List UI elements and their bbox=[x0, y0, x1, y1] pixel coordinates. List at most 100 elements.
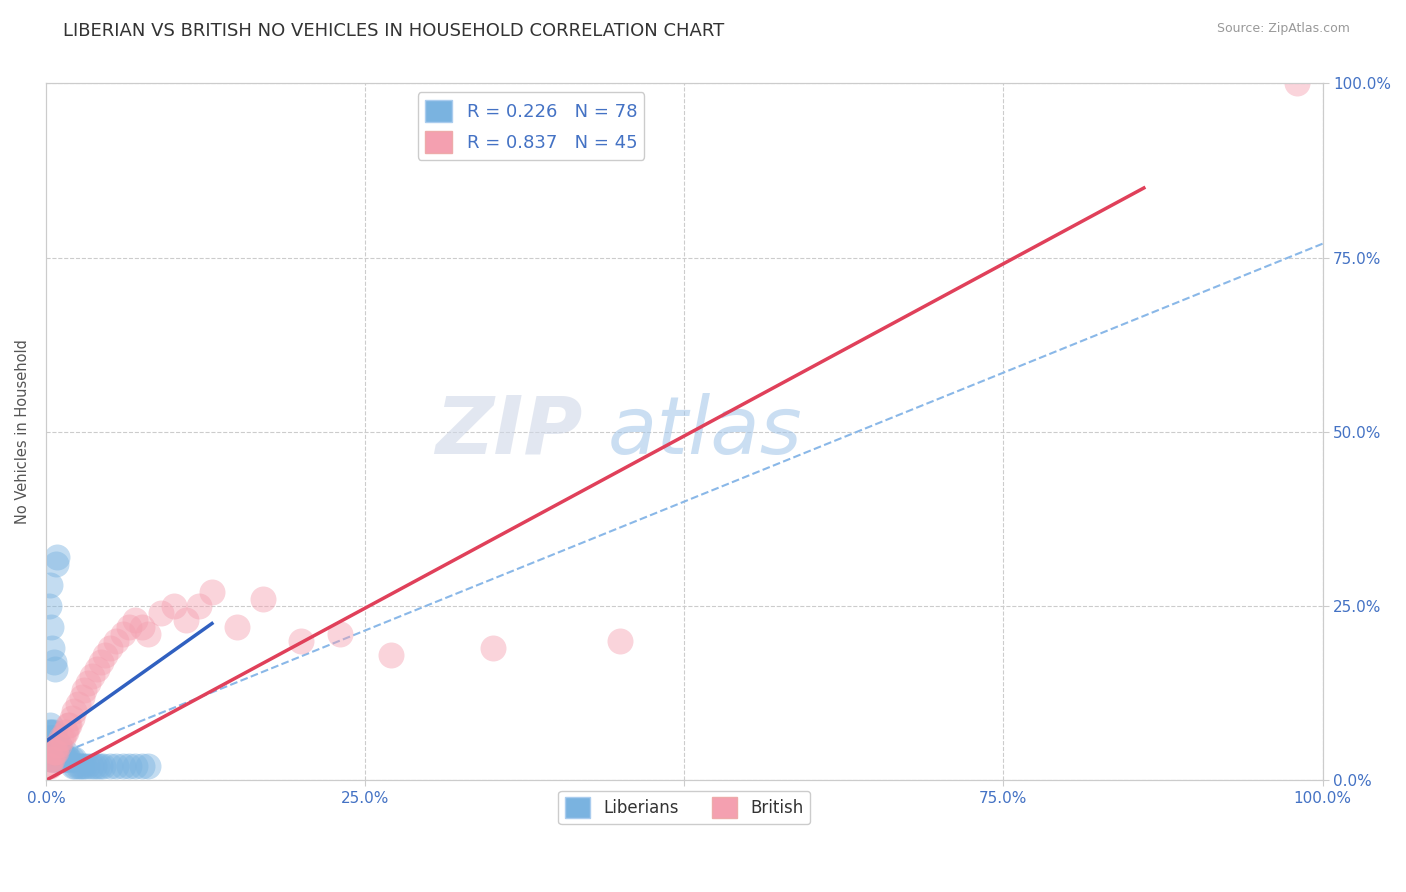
Point bbox=[1286, 77, 1309, 91]
Point bbox=[41, 724, 63, 739]
Point bbox=[52, 752, 75, 766]
Point bbox=[118, 759, 141, 773]
Point bbox=[63, 704, 86, 718]
Text: LIBERIAN VS BRITISH NO VEHICLES IN HOUSEHOLD CORRELATION CHART: LIBERIAN VS BRITISH NO VEHICLES IN HOUSE… bbox=[63, 22, 724, 40]
Point bbox=[48, 752, 70, 766]
Point bbox=[136, 759, 159, 773]
Point bbox=[76, 759, 98, 773]
Point bbox=[481, 640, 503, 655]
Point bbox=[52, 752, 75, 766]
Point bbox=[42, 724, 65, 739]
Legend: Liberians, British: Liberians, British bbox=[558, 790, 810, 824]
Point bbox=[66, 697, 89, 711]
Point bbox=[290, 634, 312, 648]
Point bbox=[38, 746, 60, 760]
Point bbox=[201, 585, 224, 599]
Point bbox=[105, 759, 128, 773]
Point bbox=[39, 731, 62, 746]
Text: Source: ZipAtlas.com: Source: ZipAtlas.com bbox=[1216, 22, 1350, 36]
Point bbox=[44, 739, 66, 753]
Point bbox=[38, 578, 60, 592]
Point bbox=[188, 599, 211, 613]
Point bbox=[41, 640, 63, 655]
Point bbox=[39, 746, 62, 760]
Point bbox=[98, 640, 121, 655]
Point bbox=[49, 746, 72, 760]
Point bbox=[48, 739, 70, 753]
Point bbox=[53, 746, 76, 760]
Point bbox=[37, 731, 59, 746]
Point bbox=[131, 759, 153, 773]
Point bbox=[69, 759, 91, 773]
Point bbox=[38, 731, 60, 746]
Point bbox=[252, 592, 274, 607]
Point bbox=[105, 634, 128, 648]
Point bbox=[124, 759, 146, 773]
Point bbox=[55, 752, 77, 766]
Point bbox=[60, 752, 83, 766]
Point bbox=[44, 746, 66, 760]
Point bbox=[73, 759, 96, 773]
Point bbox=[77, 675, 100, 690]
Point bbox=[53, 752, 76, 766]
Point bbox=[39, 620, 62, 634]
Point bbox=[41, 752, 63, 766]
Text: atlas: atlas bbox=[607, 392, 803, 471]
Point bbox=[39, 752, 62, 766]
Point bbox=[38, 746, 60, 760]
Point bbox=[38, 739, 60, 753]
Point bbox=[38, 759, 60, 773]
Point bbox=[176, 613, 198, 627]
Point bbox=[58, 752, 80, 766]
Point bbox=[38, 724, 60, 739]
Point bbox=[51, 746, 73, 760]
Point bbox=[45, 746, 67, 760]
Point bbox=[38, 731, 60, 746]
Point bbox=[80, 669, 103, 683]
Point bbox=[37, 739, 59, 753]
Y-axis label: No Vehicles in Household: No Vehicles in Household bbox=[15, 340, 30, 524]
Point bbox=[46, 746, 69, 760]
Point bbox=[41, 746, 63, 760]
Point bbox=[41, 731, 63, 746]
Point bbox=[70, 690, 93, 704]
Point bbox=[45, 558, 67, 572]
Point bbox=[42, 746, 65, 760]
Point bbox=[86, 759, 108, 773]
Point bbox=[42, 752, 65, 766]
Point bbox=[111, 759, 134, 773]
Point bbox=[48, 739, 70, 753]
Point bbox=[44, 752, 66, 766]
Point bbox=[73, 682, 96, 697]
Point bbox=[162, 599, 184, 613]
Point bbox=[44, 746, 66, 760]
Point bbox=[70, 759, 93, 773]
Point bbox=[89, 759, 111, 773]
Point bbox=[124, 613, 146, 627]
Point bbox=[609, 634, 631, 648]
Point bbox=[93, 648, 115, 662]
Point bbox=[41, 739, 63, 753]
Point bbox=[131, 620, 153, 634]
Point bbox=[46, 752, 69, 766]
Point bbox=[329, 627, 352, 641]
Point bbox=[46, 550, 69, 565]
Point bbox=[62, 759, 84, 773]
Point bbox=[58, 717, 80, 731]
Point bbox=[93, 759, 115, 773]
Point bbox=[42, 739, 65, 753]
Point bbox=[38, 717, 60, 731]
Point bbox=[42, 746, 65, 760]
Point bbox=[136, 627, 159, 641]
Point bbox=[90, 655, 112, 669]
Point bbox=[38, 739, 60, 753]
Point bbox=[60, 710, 83, 724]
Point bbox=[46, 739, 69, 753]
Point bbox=[38, 759, 60, 773]
Point bbox=[118, 620, 141, 634]
Point bbox=[41, 752, 63, 766]
Point bbox=[51, 731, 73, 746]
Point bbox=[79, 759, 101, 773]
Point bbox=[56, 752, 79, 766]
Point bbox=[45, 752, 67, 766]
